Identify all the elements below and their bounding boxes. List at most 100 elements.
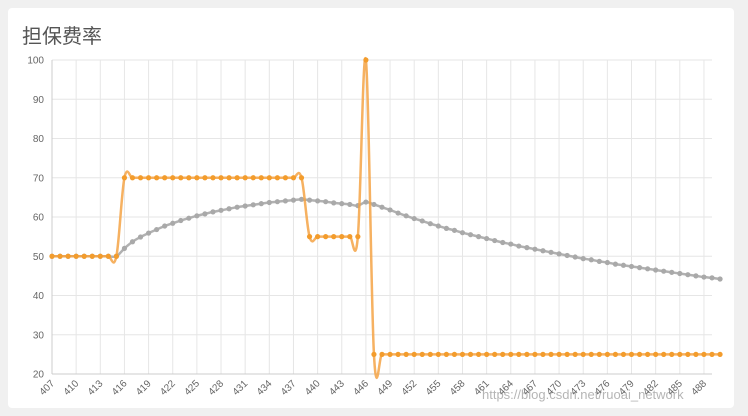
data-point-gray xyxy=(669,269,675,275)
data-point-gray xyxy=(387,207,393,213)
data-point-gray xyxy=(162,223,168,229)
data-point-orange xyxy=(154,175,160,181)
data-point-gray xyxy=(588,257,594,263)
data-point-gray xyxy=(234,204,240,210)
data-point-gray xyxy=(323,199,329,205)
data-point-gray xyxy=(709,275,715,281)
data-point-gray xyxy=(403,213,409,219)
data-point-orange xyxy=(693,351,699,357)
data-point-gray xyxy=(564,252,570,259)
data-point-gray xyxy=(427,221,433,227)
data-point-gray xyxy=(685,272,691,278)
data-point-orange xyxy=(419,351,425,357)
x-tick-label: 455 xyxy=(424,378,444,398)
y-tick-label: 40 xyxy=(33,291,45,302)
data-point-orange xyxy=(266,175,272,181)
y-tick-label: 30 xyxy=(33,330,45,341)
data-point-gray xyxy=(242,203,248,209)
data-point-gray xyxy=(693,273,699,279)
data-point-orange xyxy=(81,253,87,259)
x-tick-label: 410 xyxy=(62,378,82,398)
y-tick-label: 50 xyxy=(33,252,45,263)
y-tick-label: 20 xyxy=(33,370,45,381)
x-tick-label: 416 xyxy=(110,378,130,398)
data-point-orange xyxy=(540,351,546,357)
x-tick-label: 443 xyxy=(327,378,347,398)
data-point-orange xyxy=(572,351,578,357)
data-point-orange xyxy=(274,175,280,181)
data-point-gray xyxy=(500,239,506,246)
data-point-gray xyxy=(371,201,377,208)
data-point-orange xyxy=(339,234,345,240)
data-point-gray xyxy=(274,199,280,205)
data-point-gray xyxy=(604,259,610,266)
data-point-gray xyxy=(484,235,490,242)
data-point-gray xyxy=(677,270,683,277)
data-point-orange xyxy=(65,253,71,259)
data-point-gray xyxy=(508,241,514,247)
x-tick-label: 425 xyxy=(182,378,202,398)
data-point-orange xyxy=(612,351,619,357)
data-point-orange xyxy=(467,351,474,357)
data-point-orange xyxy=(379,351,385,357)
data-point-gray xyxy=(339,201,345,207)
data-point-gray xyxy=(435,223,441,229)
x-tick-label: 452 xyxy=(400,378,420,398)
data-point-orange xyxy=(701,351,707,357)
data-point-orange xyxy=(508,351,514,357)
data-point-gray xyxy=(282,198,289,204)
data-point-gray xyxy=(701,274,707,280)
data-point-orange xyxy=(411,351,417,357)
data-point-orange xyxy=(113,253,119,259)
data-point-orange xyxy=(443,351,449,357)
data-point-orange xyxy=(282,175,289,181)
data-point-orange xyxy=(121,175,128,181)
data-point-orange xyxy=(355,234,361,240)
data-point-orange xyxy=(459,351,466,357)
data-point-gray xyxy=(532,246,538,252)
data-point-orange xyxy=(242,175,248,181)
data-point-orange xyxy=(427,351,433,357)
data-point-orange xyxy=(186,175,192,181)
data-point-orange xyxy=(226,175,232,181)
x-tick-label: 434 xyxy=(255,378,275,398)
data-point-orange xyxy=(129,175,136,181)
x-tick-label: 419 xyxy=(134,378,154,398)
x-tick-label: 458 xyxy=(448,378,468,398)
data-point-orange xyxy=(492,351,498,357)
data-point-orange xyxy=(564,351,570,357)
y-tick-label: 80 xyxy=(33,134,45,145)
x-tick-label: 449 xyxy=(376,378,396,398)
data-point-gray xyxy=(628,263,635,270)
data-point-orange xyxy=(717,351,723,357)
data-point-gray xyxy=(475,234,482,240)
data-point-gray xyxy=(202,211,208,217)
data-point-orange xyxy=(475,351,482,357)
data-point-gray xyxy=(154,226,160,233)
data-point-orange xyxy=(532,351,538,357)
data-point-gray xyxy=(596,258,602,264)
data-point-orange xyxy=(484,351,490,357)
data-point-gray xyxy=(612,261,619,267)
data-point-orange xyxy=(234,175,240,181)
data-point-orange xyxy=(403,351,409,357)
data-point-gray xyxy=(467,232,474,238)
data-point-orange xyxy=(145,175,152,181)
data-point-gray xyxy=(315,198,321,204)
data-point-orange xyxy=(685,351,691,357)
series-line-gray xyxy=(51,198,721,281)
watermark-text: https://blog.csdn.net/ruoai_network xyxy=(482,387,684,402)
data-point-orange xyxy=(604,351,610,357)
y-tick-label: 90 xyxy=(33,95,45,106)
data-point-gray xyxy=(451,227,458,233)
data-point-orange xyxy=(73,253,79,259)
data-point-gray xyxy=(540,248,546,254)
data-point-orange xyxy=(170,175,176,181)
data-point-gray xyxy=(620,262,627,268)
data-point-orange xyxy=(451,351,458,357)
x-tick-label: 488 xyxy=(689,378,709,398)
data-point-orange xyxy=(677,351,683,357)
data-point-orange xyxy=(258,175,264,181)
data-point-orange xyxy=(395,351,401,357)
